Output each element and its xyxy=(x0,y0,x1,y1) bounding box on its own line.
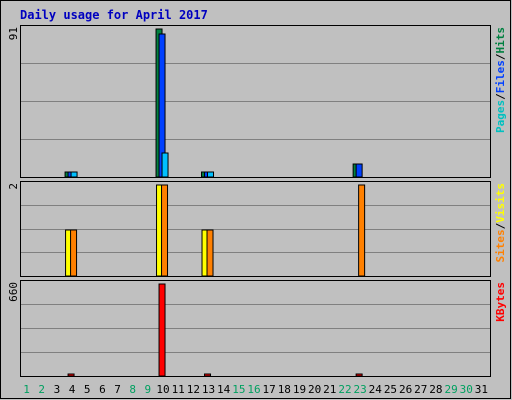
legend-entry: Visits xyxy=(494,183,507,223)
x-tick-label-day-22: 22 xyxy=(338,383,351,396)
x-tick-label-day-31: 31 xyxy=(475,383,488,396)
legend-entry: / xyxy=(494,222,507,229)
x-tick-label-day-21: 21 xyxy=(323,383,336,396)
legend-entry: Pages xyxy=(494,100,507,133)
x-tick-label-day-25: 25 xyxy=(384,383,397,396)
x-axis-day-labels: 1 2 3 4 5 6 7 8 9 10 11 12 13 14 15 16 17 18 19 20 21 22 23 24 2… xyxy=(23,383,488,396)
bar-kbytes-day-10 xyxy=(158,283,166,377)
panel-kbytes-ymax-label: 660 xyxy=(7,282,20,302)
panel-visits-legend: Sites/Visits xyxy=(494,183,507,263)
x-tick-label-day-23: 23 xyxy=(354,383,367,396)
x-tick-label-day-8: 8 xyxy=(129,383,136,396)
panel-hits-ymax-label: 91 xyxy=(7,27,20,40)
x-tick-label-day-1: 1 xyxy=(23,383,30,396)
x-tick-label-day-7: 7 xyxy=(114,383,121,396)
legend-entry: Sites xyxy=(494,229,507,262)
legend-entry: Hits xyxy=(494,27,507,54)
bar-sites-day-13 xyxy=(206,229,214,277)
x-tick-label-day-9: 9 xyxy=(145,383,152,396)
x-tick-label-day-3: 3 xyxy=(54,383,61,396)
x-tick-label-day-29: 29 xyxy=(444,383,457,396)
x-tick-label-day-24: 24 xyxy=(369,383,383,396)
x-tick-label-day-10: 10 xyxy=(156,383,169,396)
x-tick-label-day-11: 11 xyxy=(172,383,185,396)
x-tick-label-day-4: 4 xyxy=(69,383,76,396)
panel-kbytes-legend: KBytes xyxy=(494,282,507,322)
bar-files-day-23 xyxy=(355,163,363,178)
x-tick-label-day-19: 19 xyxy=(293,383,306,396)
x-tick-label-day-27: 27 xyxy=(414,383,427,396)
x-tick-label-day-6: 6 xyxy=(99,383,106,396)
x-tick-label-day-2: 2 xyxy=(38,383,45,396)
legend-entry: / xyxy=(494,53,507,60)
panel-hits-legend: Pages/Files/Hits xyxy=(494,27,507,133)
bar-sites-day-4 xyxy=(70,229,78,277)
x-tick-label-day-13: 13 xyxy=(202,383,215,396)
x-tick-label-day-16: 16 xyxy=(247,383,260,396)
x-tick-label-day-12: 12 xyxy=(187,383,200,396)
panel-hits-frame xyxy=(20,25,491,178)
panel-visits-ymax-label: 2 xyxy=(7,183,20,190)
bar-kbytes-day-13 xyxy=(204,373,212,377)
x-tick-label-day-18: 18 xyxy=(278,383,291,396)
panel-visits-frame xyxy=(20,181,491,277)
panel-kbytes: 660 KBytes xyxy=(7,280,507,377)
bar-pages-day-13 xyxy=(207,171,215,178)
x-tick-label-day-26: 26 xyxy=(399,383,412,396)
legend-entry: / xyxy=(494,93,507,100)
bar-sites-day-23 xyxy=(358,184,366,277)
x-tick-label-day-14: 14 xyxy=(217,383,231,396)
x-tick-label-day-20: 20 xyxy=(308,383,321,396)
legend-entry: KBytes xyxy=(494,282,507,322)
panel-visits: 2 Sites/Visits xyxy=(7,181,507,277)
bar-sites-day-10 xyxy=(161,184,169,277)
legend-entry: Files xyxy=(494,60,507,93)
x-tick-label-day-5: 5 xyxy=(84,383,91,396)
bar-kbytes-day-4 xyxy=(67,373,75,377)
bar-kbytes-day-23 xyxy=(355,373,363,377)
bar-pages-day-10 xyxy=(161,152,169,178)
x-tick-label-day-28: 28 xyxy=(429,383,442,396)
x-tick-label-day-17: 17 xyxy=(263,383,276,396)
x-tick-label-day-30: 30 xyxy=(460,383,473,396)
panel-kbytes-frame xyxy=(20,280,491,377)
chart-title: Daily usage for April 2017 xyxy=(20,8,208,22)
bar-pages-day-4 xyxy=(70,171,78,178)
x-tick-label-day-15: 15 xyxy=(232,383,245,396)
